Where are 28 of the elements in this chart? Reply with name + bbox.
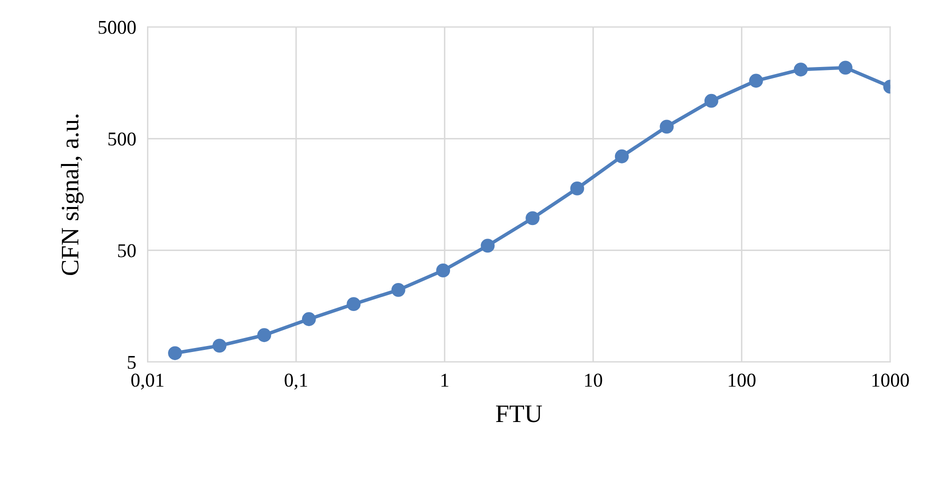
point [391, 282, 406, 297]
point [346, 297, 361, 312]
y-tick-label: 500 [108, 132, 136, 146]
x-tick-label: 1 [441, 374, 448, 387]
y-tick-label: 5 [128, 356, 136, 369]
point [704, 94, 718, 108]
x-tick-label: 100 [728, 374, 756, 387]
x-tick-label: 1000 [872, 374, 909, 387]
x-tick-label: 10 [585, 374, 602, 387]
point [794, 62, 808, 76]
point [257, 328, 272, 342]
point [838, 60, 852, 75]
x-tick-label: 0,1 [284, 374, 308, 390]
point [660, 120, 674, 134]
point [168, 346, 182, 360]
y-tick-label: 50 [118, 244, 136, 258]
point [302, 312, 316, 326]
point [526, 211, 540, 226]
point [212, 338, 226, 353]
x-tick-label: 0,01 [131, 374, 164, 390]
point [614, 149, 629, 164]
y-tick-label: 5000 [98, 20, 136, 34]
x-axis-title: FTU [496, 406, 542, 422]
point [749, 74, 763, 88]
point [436, 264, 450, 278]
point [480, 238, 495, 253]
y-axis-title: CFN signal, a.u. [60, 114, 84, 276]
point [570, 182, 584, 196]
